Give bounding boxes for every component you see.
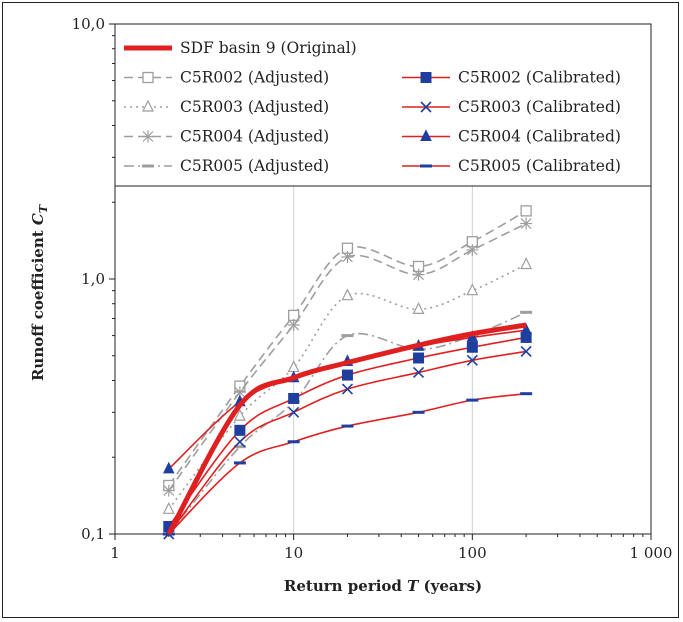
x-axis-label-pre: Return period — [284, 577, 407, 595]
legend-marker — [420, 72, 432, 83]
legend-entry: C5R003 (Calibrated) — [402, 98, 621, 116]
x-tick-label: 1 000 — [630, 544, 673, 562]
data-point — [234, 436, 246, 448]
legend-label: C5R004 (Calibrated) — [458, 128, 621, 146]
legend-marker — [142, 71, 154, 84]
y-axis-label: Runoff coefficient CT — [29, 204, 50, 381]
data-point — [162, 461, 175, 474]
data-point — [288, 309, 300, 322]
data-point — [288, 406, 300, 418]
legend-label: C5R002 (Adjusted) — [180, 69, 329, 87]
data-point — [520, 323, 532, 335]
series-line — [168, 311, 527, 535]
data-point — [162, 484, 175, 497]
series-line — [166, 322, 527, 536]
legend-label: C5R003 (Adjusted) — [180, 98, 329, 116]
y-axis-label-pre: Runoff coefficient — [29, 225, 47, 381]
data-point — [520, 257, 533, 270]
data-point — [412, 268, 425, 281]
x-axis-label-var: T — [407, 577, 420, 595]
legend-entry: C5R002 (Adjusted) — [124, 69, 329, 87]
data-point — [162, 501, 175, 514]
legend-label: C5R003 (Calibrated) — [458, 98, 621, 116]
legend-entry: C5R004 (Adjusted) — [124, 128, 329, 146]
legend-entry: C5R003 (Adjusted) — [124, 98, 329, 116]
data-point — [288, 392, 300, 404]
data-point — [233, 408, 246, 421]
legend: SDF basin 9 (Original) C5R002 (Adjusted) C… — [114, 23, 652, 187]
y-tick-label: 10,0 — [72, 15, 105, 33]
data-point — [466, 354, 478, 366]
series-6 — [163, 345, 532, 540]
data-point — [341, 250, 354, 263]
legend-entry: SDF basin 9 (Original) — [124, 39, 357, 57]
axis-ticks: 1 10 100 1 000 0,1 1,0 10,0 — [72, 15, 673, 562]
legend-label: SDF basin 9 (Original) — [180, 39, 357, 57]
legend-label: C5R004 (Adjusted) — [180, 128, 329, 146]
data-point — [234, 424, 246, 436]
series-2 — [162, 257, 533, 514]
legend-entry: C5R002 (Calibrated) — [402, 69, 621, 87]
data-point — [233, 386, 246, 399]
data-point — [413, 352, 425, 364]
x-tick-label: 100 — [458, 544, 487, 562]
legend-label: C5R002 (Calibrated) — [458, 69, 621, 87]
legend-label: C5R005 (Calibrated) — [458, 157, 621, 175]
legend-entry: C5R005 (Calibrated) — [402, 157, 621, 175]
data-point — [520, 205, 532, 217]
data-point — [412, 302, 425, 314]
y-axis-label-var: C — [29, 213, 47, 225]
data-point — [287, 319, 300, 332]
data-point — [520, 345, 532, 357]
legend-marker — [142, 130, 154, 143]
y-tick-label: 1,0 — [81, 270, 105, 288]
series-0 — [166, 322, 527, 536]
series-line — [168, 222, 527, 492]
data-point — [341, 369, 353, 381]
series-5 — [163, 331, 532, 533]
legend-entry: C5R005 (Adjusted) — [124, 157, 329, 175]
series-8 — [162, 392, 533, 536]
data-point — [466, 341, 478, 353]
data-point — [341, 288, 354, 301]
series-3 — [162, 217, 533, 497]
data-point — [341, 383, 354, 395]
legend-marker — [142, 99, 154, 112]
legend-box — [114, 23, 652, 187]
legend-marker — [420, 101, 432, 113]
x-tick-label: 1 — [110, 544, 120, 562]
data-point — [520, 217, 533, 230]
y-axis-label-sub: T — [37, 204, 50, 213]
legend-label: C5R005 (Adjusted) — [180, 157, 329, 175]
x-axis-label-post: (years) — [418, 577, 482, 595]
data-point — [466, 283, 479, 296]
series-lines — [162, 205, 533, 540]
legend-marker — [420, 129, 432, 141]
data-point — [287, 360, 300, 373]
y-tick-label: 0,1 — [81, 525, 105, 543]
data-point — [466, 243, 479, 256]
x-tick-label: 10 — [284, 544, 303, 562]
x-axis-label: Return period T (years) — [284, 577, 482, 595]
legend-entry: C5R004 (Calibrated) — [402, 128, 621, 146]
data-point — [412, 366, 425, 379]
